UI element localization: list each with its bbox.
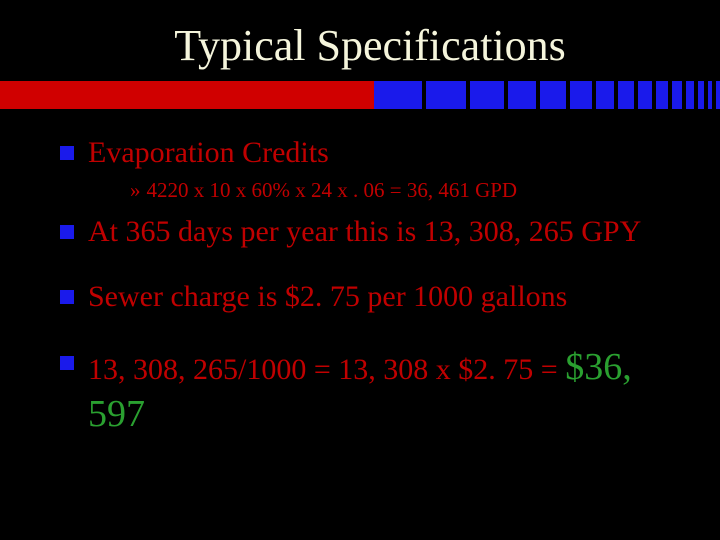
bullet-square-icon: [60, 146, 74, 160]
bullet-4-text: 13, 308, 265/1000 = 13, 308 x $2. 75 = $…: [88, 344, 680, 439]
accent-block: [596, 81, 614, 109]
bullet-1-text: Evaporation Credits: [88, 134, 329, 172]
accent-block: [686, 81, 694, 109]
sub-bullet-arrow-icon: »: [130, 178, 141, 202]
accent-block: [540, 81, 566, 109]
bullet-4-pre: 13, 308, 265/1000 = 13, 308 x $2. 75 =: [88, 353, 565, 386]
accent-block: [656, 81, 668, 109]
accent-bar: [0, 81, 720, 109]
accent-block: [638, 81, 652, 109]
bullet-square-icon: [60, 356, 74, 370]
slide-title: Typical Specifications: [60, 20, 680, 71]
accent-block: [698, 81, 704, 109]
bullet-1: Evaporation Credits: [60, 134, 680, 172]
accent-block: [618, 81, 634, 109]
accent-bar-blocks: [374, 81, 720, 109]
accent-bar-red: [0, 81, 374, 109]
bullet-1-sub-text: 4220 x 10 x 60% x 24 x . 06 = 36, 461 GP…: [147, 178, 518, 202]
accent-block: [708, 81, 712, 109]
accent-block: [570, 81, 592, 109]
accent-block: [672, 81, 682, 109]
bullet-3-text: Sewer charge is $2. 75 per 1000 gallons: [88, 278, 567, 316]
accent-block: [374, 81, 422, 109]
bullet-1-sub: »4220 x 10 x 60% x 24 x . 06 = 36, 461 G…: [130, 178, 680, 203]
accent-block: [508, 81, 536, 109]
bullet-square-icon: [60, 290, 74, 304]
bullet-2-text: At 365 days per year this is 13, 308, 26…: [88, 213, 641, 251]
bullet-4: 13, 308, 265/1000 = 13, 308 x $2. 75 = $…: [60, 344, 680, 439]
bullet-2: At 365 days per year this is 13, 308, 26…: [60, 213, 680, 251]
accent-block: [470, 81, 504, 109]
bullet-3: Sewer charge is $2. 75 per 1000 gallons: [60, 278, 680, 316]
accent-block: [426, 81, 466, 109]
bullet-square-icon: [60, 225, 74, 239]
accent-block: [716, 81, 720, 109]
slide: Typical Specifications Evaporation Credi…: [0, 0, 720, 540]
